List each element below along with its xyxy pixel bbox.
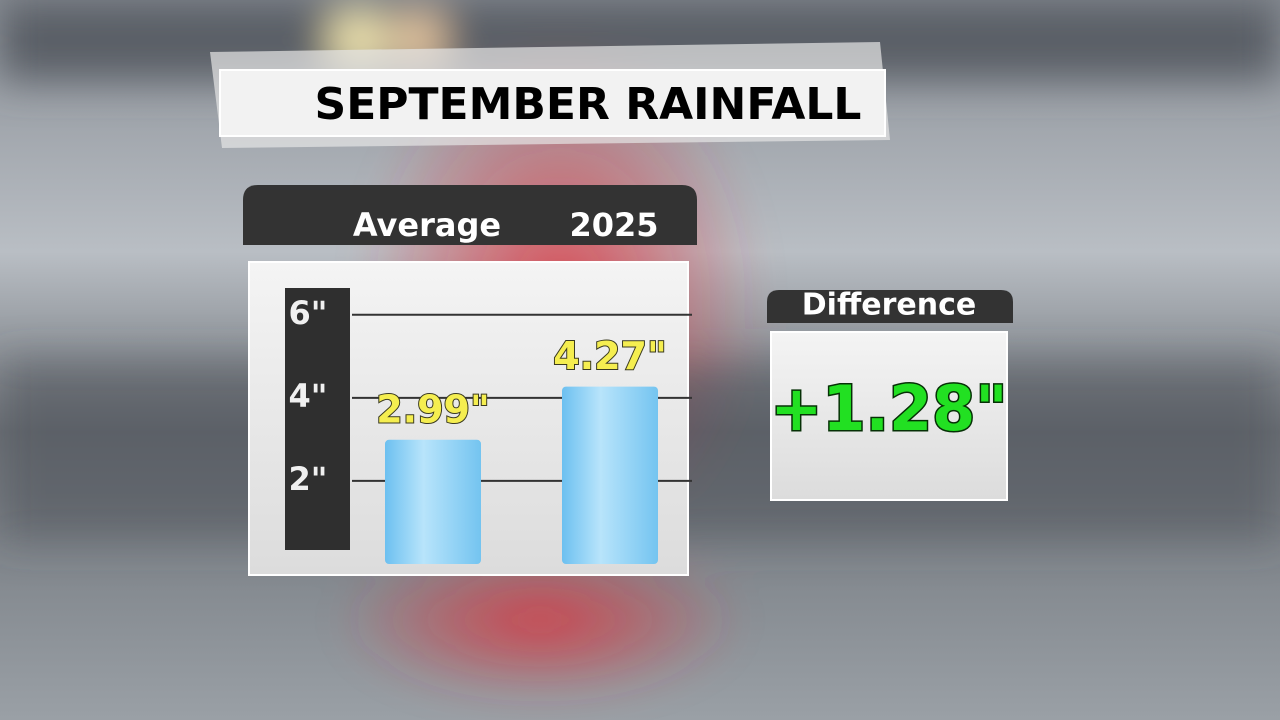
y-tick-label: 6": [289, 294, 328, 332]
category-header: [243, 185, 697, 245]
title-banner: [219, 69, 886, 137]
bar: [562, 386, 658, 564]
y-tick-label: 4": [289, 377, 328, 415]
bar: [385, 439, 481, 564]
x-tick-label: Average: [353, 206, 501, 244]
chart-title: SEPTEMBER RAINFALL: [315, 79, 862, 130]
value-label: 2.99": [376, 387, 490, 431]
y-axis-bar: [285, 288, 350, 550]
difference-label: Difference: [802, 288, 976, 323]
difference-value: +1.28": [770, 372, 1007, 445]
x-tick-label: 2025: [569, 206, 658, 244]
y-tick-label: 2": [289, 460, 328, 498]
difference-header: [767, 290, 1013, 323]
value-label: 4.27": [553, 334, 667, 378]
difference-box: [770, 331, 1008, 501]
